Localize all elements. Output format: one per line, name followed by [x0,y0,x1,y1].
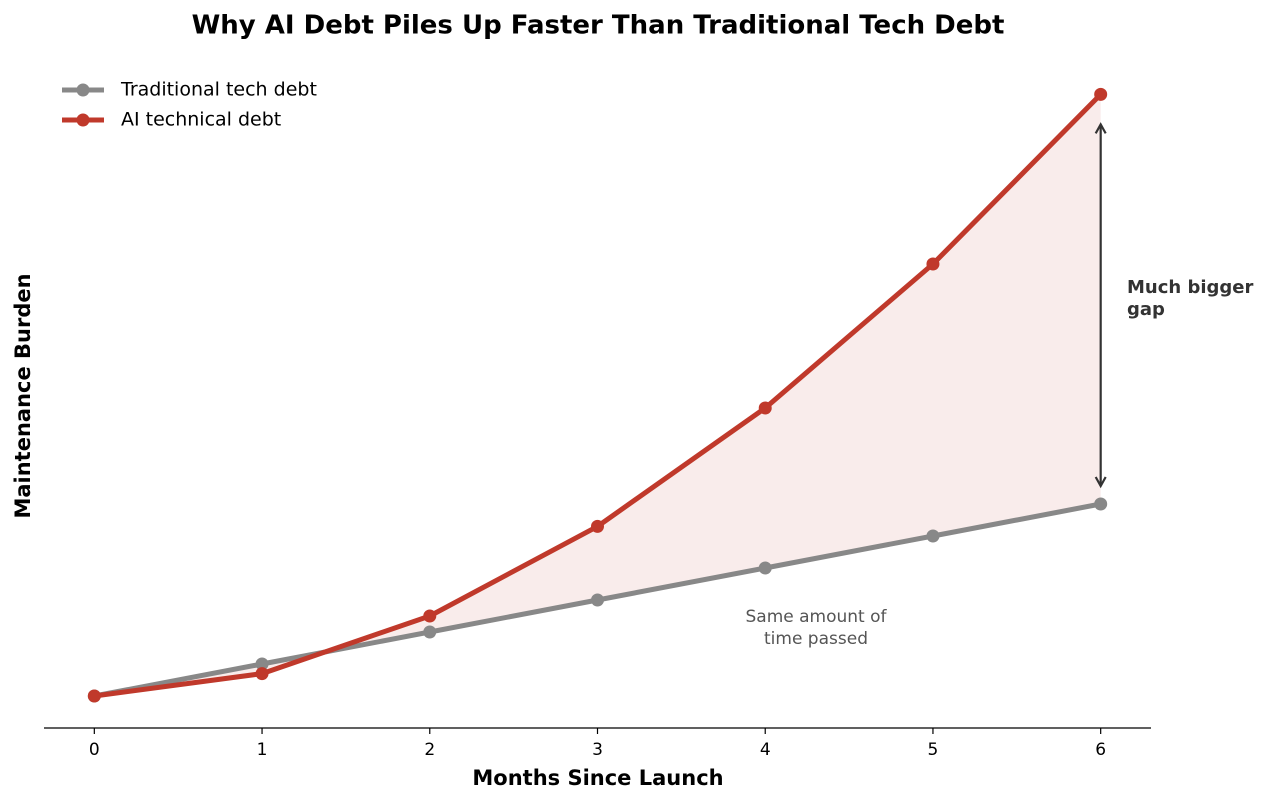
arrow-head [1094,476,1107,489]
legend-marker [76,113,90,127]
point [758,401,772,415]
point [591,593,604,607]
point [423,625,437,639]
x-tick-label: 3 [592,740,603,760]
legend-label: Traditional tech debt [120,79,317,101]
point [758,561,772,575]
annotation: Same amount of [745,607,887,627]
point [1094,87,1108,101]
point [255,667,269,681]
point [255,657,269,671]
x-tick-label: 1 [257,740,268,760]
legend-label: AI technical debt [121,109,281,131]
legend-marker [76,83,90,97]
gap-area [94,94,1101,696]
chart-title: Why AI Debt Piles Up Faster Than Traditi… [192,11,1005,41]
point [423,609,437,623]
x-tick-label: 0 [89,740,100,760]
point [926,257,940,271]
point [926,529,940,543]
point [87,689,101,703]
x-axis-label: Months Since Launch [472,766,723,790]
point [591,519,604,533]
annotation: gap [1127,299,1165,320]
point [1094,497,1108,511]
x-tick-label: 4 [760,740,771,760]
y-axis-label: Maintenance Burden [11,273,35,518]
annotation: Much bigger [1127,277,1254,298]
arrow-head [1094,122,1107,134]
x-tick-label: 2 [424,740,435,760]
annotation: time passed [764,629,868,649]
x-tick-label: 6 [1095,740,1106,760]
x-tick-label: 5 [928,740,939,760]
